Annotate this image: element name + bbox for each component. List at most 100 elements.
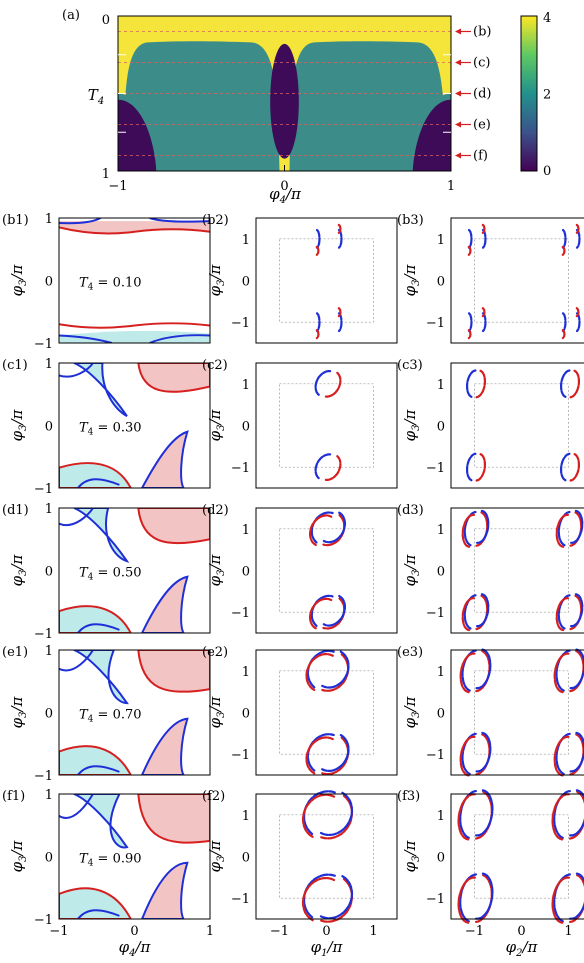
arc-blue-a — [560, 369, 571, 398]
xtick-2: 1 — [369, 924, 377, 939]
arc-blue-b — [321, 734, 350, 772]
curve-red-top — [59, 226, 210, 235]
arc-red-b — [461, 513, 475, 548]
arc-blue-b — [570, 509, 584, 544]
arc-blue-b — [569, 731, 584, 773]
ytick-1: 1 — [45, 502, 53, 517]
arc-red-b — [457, 793, 476, 841]
arc-red-b — [553, 735, 570, 777]
arc-red-a — [475, 453, 486, 482]
lobe-pink-bottom-right — [140, 430, 189, 488]
panel-label: (c3) — [397, 358, 423, 373]
arc-red-b — [461, 597, 475, 632]
marker-arrowhead-0 — [455, 28, 461, 35]
axes-frame — [58, 217, 211, 344]
ytick-m1: −1 — [231, 461, 250, 476]
cluster-0 — [315, 223, 343, 256]
arc-blue-left — [467, 312, 473, 333]
curve-blue-bottom — [59, 334, 210, 343]
ytick-0: 0 — [45, 851, 53, 866]
ytick-0: 0 — [437, 420, 445, 435]
xtick-2: 1 — [564, 924, 572, 939]
cluster-0 — [301, 790, 354, 840]
ytick-m1: −1 — [231, 892, 250, 907]
ytick-1: 1 — [242, 378, 250, 393]
arc-blue-left — [467, 228, 473, 249]
ytick-1: 1 — [45, 357, 53, 372]
reference-square — [474, 238, 569, 323]
panel-label: (e3) — [397, 645, 423, 660]
annotation-T4: T4 = 0.70 — [79, 708, 142, 725]
axes-frame — [58, 649, 211, 776]
ytick-0: 0 — [45, 420, 53, 435]
arc-red-b — [309, 597, 333, 630]
xtick-1: 0 — [517, 924, 525, 939]
xlabel: φ1/π — [311, 938, 344, 959]
arc-red-a — [320, 877, 353, 923]
cluster-2 — [461, 593, 490, 632]
arc-blue-b — [321, 650, 350, 689]
arc-red-left — [315, 245, 320, 256]
cluster-0 — [466, 369, 486, 399]
arc-blue-a — [314, 370, 333, 396]
xtick-a-1: 0 — [280, 179, 288, 194]
lobe-cyan-bottom-left — [59, 887, 132, 919]
lobe-cyan-bottom-left — [59, 745, 132, 775]
arc-red-b — [555, 597, 569, 632]
ylabel: φ3/π — [401, 408, 422, 441]
panel-label: (f3) — [397, 789, 420, 804]
ytick-m1: −1 — [426, 748, 445, 763]
lobe-pink-top-right — [137, 650, 210, 693]
ytick-m1: −1 — [231, 748, 250, 763]
lobe-cyan-bottom-left — [59, 462, 132, 488]
ytick-label-a-1: 1 — [102, 167, 110, 182]
arc-red-right — [337, 223, 342, 234]
ylabel: φ3/π — [206, 263, 227, 296]
arc-red-a — [320, 794, 353, 840]
ylabel: φ3/π — [401, 263, 422, 296]
ytick-1: 1 — [437, 378, 445, 393]
panel-content-3 — [59, 650, 210, 775]
cluster-1 — [553, 648, 584, 694]
ytick-m1: −1 — [231, 316, 250, 331]
ytick-0: 0 — [437, 275, 445, 290]
arc-blue-a — [555, 732, 571, 775]
arc-blue-a — [459, 790, 477, 839]
arc-blue-b — [569, 872, 584, 920]
cluster-0 — [461, 509, 490, 548]
xtick-col1-0: −1 — [49, 924, 68, 939]
reference-square — [279, 238, 374, 323]
arc-blue-a — [306, 733, 335, 772]
reference-square — [279, 528, 374, 613]
arc-red-b — [553, 652, 570, 694]
lobe-cyan-top-left — [73, 363, 128, 418]
ylabel: φ3/π — [206, 553, 227, 586]
arc-red-b — [551, 793, 570, 841]
ytick-m1: −1 — [426, 461, 445, 476]
ytick-m1: −1 — [34, 482, 53, 497]
ytick-m1: −1 — [34, 337, 53, 352]
curve-blue-bottom-left — [77, 909, 120, 919]
ytick-1: 1 — [45, 788, 53, 803]
ylabel: φ3/π — [206, 839, 227, 872]
curve-blue-top-left — [59, 650, 94, 672]
marker-label-3: (e) — [473, 118, 491, 133]
panel-c3: (c3) 1 0 −1 — [397, 358, 584, 489]
ytick-1: 1 — [242, 809, 250, 824]
arc-red-right — [337, 307, 342, 318]
arc-blue-b — [322, 594, 346, 627]
ylabel-col1-3: φ3/π — [8, 695, 29, 728]
panel-d3: (d3) 1 0 −1 — [397, 503, 584, 634]
arc-red-b — [301, 793, 336, 838]
panel-label-a: (a) — [62, 8, 80, 23]
cluster-1 — [561, 223, 581, 256]
cluster-1 — [301, 873, 354, 923]
marker-arrowhead-1 — [455, 59, 461, 66]
ytick-m1: −1 — [34, 913, 53, 928]
xtick-col1-1: 0 — [130, 924, 138, 939]
arc-blue-left — [315, 228, 321, 249]
axes-frame — [255, 362, 398, 489]
panel-b3: (b3) 1 0 −1 — [397, 213, 584, 344]
panel-f2: (f2) 1 0 −1 — [202, 789, 398, 923]
ytick-label-a-0: 0 — [102, 13, 110, 28]
